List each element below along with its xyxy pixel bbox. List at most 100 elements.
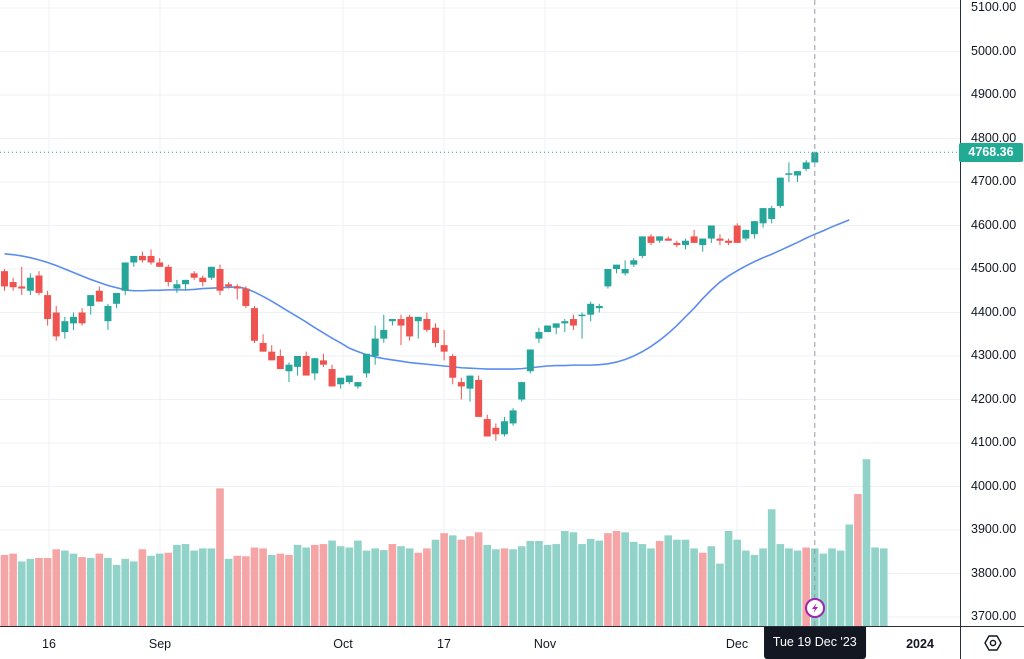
candle [26, 273, 34, 296]
volume-bar [448, 535, 457, 626]
time-axis[interactable]: 2024 Dec Nov 17 Oct Sep 16 Tue 19 Dec '23 [0, 626, 960, 659]
volume-bar [250, 547, 259, 626]
candle [285, 362, 293, 383]
volume-bar [293, 544, 302, 626]
candle [699, 238, 707, 252]
volume-bar [604, 533, 612, 626]
time-tick-label: Dec [725, 637, 749, 651]
candle [768, 205, 776, 224]
candle [707, 225, 715, 243]
chart-pane[interactable] [0, 0, 960, 626]
candle [1, 269, 8, 291]
volume-bar [621, 532, 629, 626]
candle [121, 262, 129, 296]
volume-bar [871, 547, 879, 626]
candle [44, 290, 52, 326]
candle [173, 279, 181, 293]
candle [95, 286, 103, 302]
volume-bar [802, 547, 810, 626]
volume-bar [198, 548, 207, 626]
time-tick-label: Oct [333, 637, 353, 651]
volume-bar [52, 549, 61, 626]
candle [354, 382, 362, 389]
volume-bar [552, 544, 560, 626]
candle [673, 240, 681, 248]
volume-bar [854, 494, 862, 626]
candle [440, 329, 448, 361]
volume-bar [242, 556, 250, 626]
candle [725, 238, 733, 246]
volume-bar [0, 554, 9, 626]
candle [276, 349, 284, 370]
volume-bar [155, 553, 164, 626]
volume-bar [397, 546, 405, 626]
candle [294, 356, 302, 376]
volume-bar [138, 549, 147, 626]
settings-hexagon-icon [983, 635, 1002, 651]
volume-bar [362, 550, 371, 626]
volume-bar [561, 531, 569, 626]
volume-bar [61, 550, 69, 626]
candle [130, 255, 138, 267]
candle [61, 316, 69, 339]
candle [302, 351, 310, 376]
lightning-icon [811, 603, 818, 613]
volume-bar [750, 554, 759, 626]
volume-bar [526, 541, 535, 626]
volume-bar [130, 561, 138, 626]
candle [156, 258, 164, 267]
axis-settings-button[interactable] [960, 626, 1024, 659]
price-tick-label: 4200.00 [971, 391, 1017, 406]
volume-bar [569, 532, 578, 626]
volume-bar [78, 557, 86, 626]
volume-bar [793, 550, 802, 626]
crosshair-date-label: Tue 19 Dec '23 [763, 627, 866, 659]
price-tick-label: 5000.00 [971, 43, 1017, 58]
price-tick-label: 4700.00 [971, 174, 1017, 188]
candle [397, 314, 405, 346]
candle [423, 312, 431, 333]
candle [311, 358, 319, 380]
candle [569, 314, 577, 330]
candle [199, 275, 207, 287]
volume-bar [302, 547, 310, 626]
candle [750, 221, 758, 239]
candle [328, 364, 336, 387]
candle [466, 375, 474, 402]
candle [475, 375, 483, 417]
time-tick-label: Nov [533, 637, 557, 651]
volume-bar [828, 548, 836, 626]
price-tick-label: 4800.00 [971, 130, 1017, 145]
volume-bar [233, 555, 242, 626]
candlestick-chart[interactable] [0, 0, 960, 626]
price-tick-label: 4400.00 [971, 304, 1017, 319]
time-tick-label: Sep [148, 637, 172, 651]
candle [9, 277, 17, 291]
volume-bar [690, 548, 698, 626]
volume-bar [742, 550, 750, 626]
volume-bar [121, 558, 129, 626]
candle [207, 266, 215, 280]
price-axis[interactable]: 5100.00 5000.00 4900.00 4800.00 4700.00 4600.… [960, 0, 1024, 626]
price-tick-label: 3900.00 [971, 522, 1017, 536]
candle [388, 319, 396, 326]
candle [664, 236, 672, 241]
candle [449, 353, 457, 385]
volume-bar [862, 459, 871, 626]
volume-bar [492, 549, 500, 626]
candle [500, 416, 508, 437]
moving-average-line [4, 219, 850, 370]
candle [544, 325, 552, 333]
candle [630, 258, 638, 267]
candle [250, 305, 258, 343]
volume-bar [733, 539, 741, 626]
volume-bar [173, 544, 181, 626]
volume-bar [535, 541, 543, 626]
volume-bar [216, 488, 224, 626]
candle [690, 229, 698, 243]
volume-bar [388, 544, 397, 626]
candle [742, 229, 750, 241]
event-marker[interactable] [804, 598, 825, 618]
volume-bar [345, 547, 354, 626]
price-tick-label: 4300.00 [971, 348, 1017, 362]
